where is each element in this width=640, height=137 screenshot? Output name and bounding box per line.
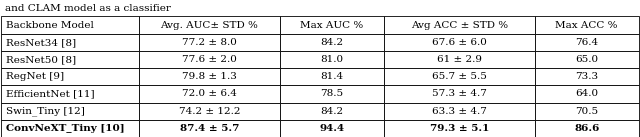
Text: 94.4: 94.4 xyxy=(319,124,344,133)
Bar xyxy=(280,103,384,120)
Text: 81.4: 81.4 xyxy=(320,72,343,81)
Text: Avg. AUC± STD %: Avg. AUC± STD % xyxy=(161,21,258,30)
Bar xyxy=(280,34,384,51)
Text: RegNet [9]: RegNet [9] xyxy=(6,72,65,81)
Bar xyxy=(534,85,639,103)
Text: 76.4: 76.4 xyxy=(575,38,598,47)
Bar xyxy=(534,103,639,120)
Text: 86.6: 86.6 xyxy=(574,124,600,133)
Text: 57.3 ± 4.7: 57.3 ± 4.7 xyxy=(432,89,486,99)
Bar xyxy=(280,85,384,103)
Text: Backbone Model: Backbone Model xyxy=(6,21,94,30)
Text: Max AUC %: Max AUC % xyxy=(300,21,364,30)
Bar xyxy=(280,68,384,85)
Text: 61 ± 2.9: 61 ± 2.9 xyxy=(436,55,482,64)
Text: 74.2 ± 12.2: 74.2 ± 12.2 xyxy=(179,107,240,116)
Bar xyxy=(384,34,534,51)
Text: and CLAM model as a classifier: and CLAM model as a classifier xyxy=(5,4,171,13)
Bar xyxy=(534,16,639,34)
Text: 79.8 ± 1.3: 79.8 ± 1.3 xyxy=(182,72,237,81)
Text: 79.3 ± 5.1: 79.3 ± 5.1 xyxy=(429,124,489,133)
Bar xyxy=(139,34,280,51)
Text: 78.5: 78.5 xyxy=(320,89,343,99)
Bar xyxy=(139,120,280,137)
Text: 87.4 ± 5.7: 87.4 ± 5.7 xyxy=(180,124,239,133)
Bar xyxy=(1,85,139,103)
Bar xyxy=(139,16,280,34)
Text: 65.7 ± 5.5: 65.7 ± 5.5 xyxy=(432,72,486,81)
Text: Swin_Tiny [12]: Swin_Tiny [12] xyxy=(6,106,85,116)
Bar xyxy=(534,120,639,137)
Bar xyxy=(384,85,534,103)
Bar xyxy=(384,16,534,34)
Bar xyxy=(1,34,139,51)
Bar xyxy=(384,120,534,137)
Text: 84.2: 84.2 xyxy=(320,38,343,47)
Text: 81.0: 81.0 xyxy=(320,55,343,64)
Text: EfficientNet [11]: EfficientNet [11] xyxy=(6,89,95,99)
Text: Max ACC %: Max ACC % xyxy=(556,21,618,30)
Bar xyxy=(1,16,139,34)
Text: 67.6 ± 6.0: 67.6 ± 6.0 xyxy=(432,38,486,47)
Text: ResNet50 [8]: ResNet50 [8] xyxy=(6,55,77,64)
Text: 77.6 ± 2.0: 77.6 ± 2.0 xyxy=(182,55,237,64)
Bar xyxy=(1,103,139,120)
Bar xyxy=(280,16,384,34)
Bar xyxy=(1,51,139,68)
Bar xyxy=(534,51,639,68)
Bar xyxy=(139,103,280,120)
Text: ResNet34 [8]: ResNet34 [8] xyxy=(6,38,77,47)
Text: ConvNeXT_Tiny [10]: ConvNeXT_Tiny [10] xyxy=(6,124,125,133)
Text: 72.0 ± 6.4: 72.0 ± 6.4 xyxy=(182,89,237,99)
Text: Avg ACC ± STD %: Avg ACC ± STD % xyxy=(411,21,508,30)
Bar xyxy=(139,51,280,68)
Text: 84.2: 84.2 xyxy=(320,107,343,116)
Text: 65.0: 65.0 xyxy=(575,55,598,64)
Bar xyxy=(280,51,384,68)
Bar xyxy=(1,120,139,137)
Bar xyxy=(139,68,280,85)
Bar xyxy=(1,68,139,85)
Bar xyxy=(534,34,639,51)
Text: 70.5: 70.5 xyxy=(575,107,598,116)
Text: 77.2 ± 8.0: 77.2 ± 8.0 xyxy=(182,38,237,47)
Bar xyxy=(534,68,639,85)
Bar xyxy=(280,120,384,137)
Bar xyxy=(139,85,280,103)
Text: 64.0: 64.0 xyxy=(575,89,598,99)
Text: 63.3 ± 4.7: 63.3 ± 4.7 xyxy=(432,107,486,116)
Text: 73.3: 73.3 xyxy=(575,72,598,81)
Bar xyxy=(384,68,534,85)
Bar xyxy=(384,103,534,120)
Bar xyxy=(384,51,534,68)
